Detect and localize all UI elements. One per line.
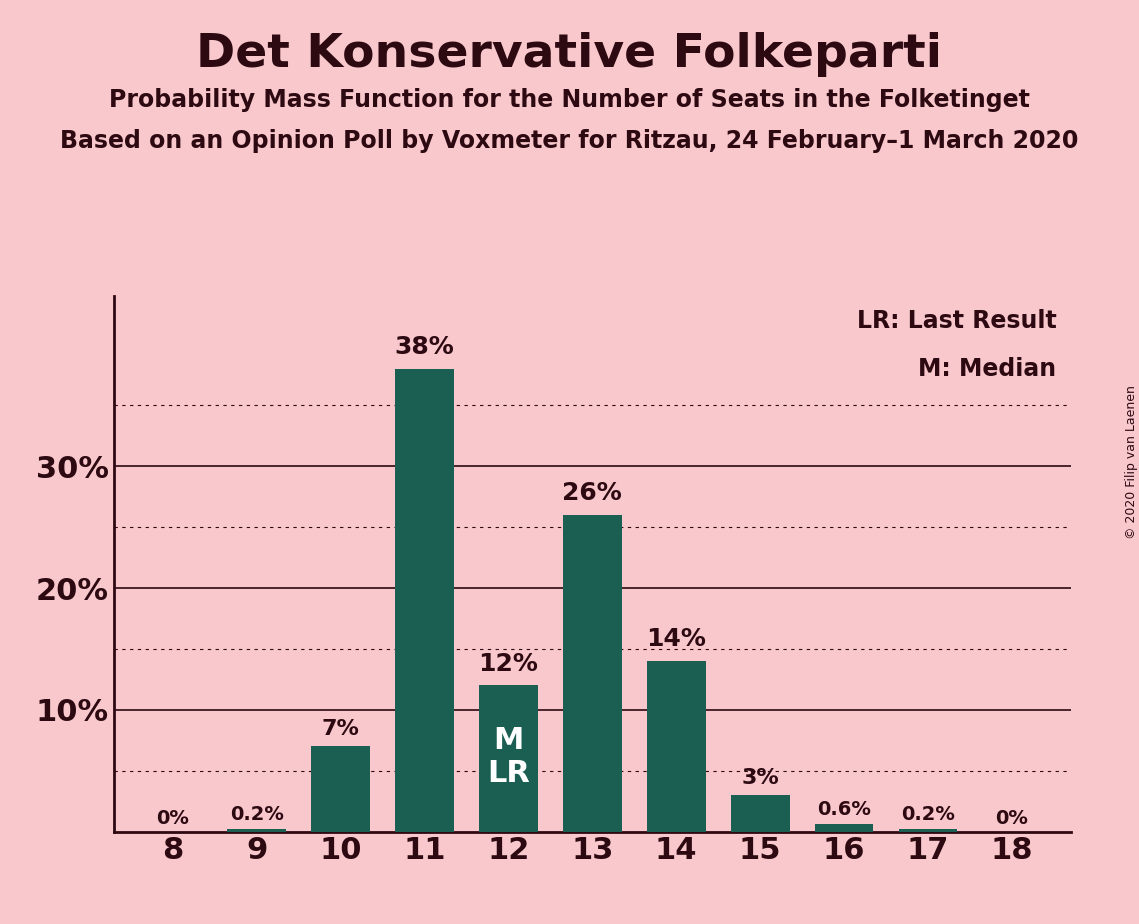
Text: LR: LR (486, 759, 530, 787)
Bar (563, 515, 622, 832)
Text: 0.2%: 0.2% (230, 806, 284, 824)
Bar (899, 829, 958, 832)
Text: 0%: 0% (995, 808, 1029, 828)
Bar (395, 369, 453, 832)
Text: 0.2%: 0.2% (901, 806, 954, 824)
Text: M: M (493, 726, 524, 756)
Bar (814, 824, 874, 832)
Text: Det Konservative Folkeparti: Det Konservative Folkeparti (197, 32, 942, 78)
Text: 0.6%: 0.6% (817, 800, 871, 820)
Text: 14%: 14% (646, 627, 706, 651)
Text: 3%: 3% (741, 768, 779, 788)
Bar (311, 747, 370, 832)
Text: LR: Last Result: LR: Last Result (857, 310, 1056, 333)
Text: © 2020 Filip van Laenen: © 2020 Filip van Laenen (1124, 385, 1138, 539)
Text: 7%: 7% (321, 719, 360, 739)
Text: 0%: 0% (156, 808, 189, 828)
Text: M: Median: M: Median (918, 358, 1056, 382)
Text: 26%: 26% (563, 481, 622, 505)
Bar (647, 661, 705, 832)
Text: 38%: 38% (394, 335, 454, 359)
Bar (227, 829, 286, 832)
Text: 12%: 12% (478, 651, 539, 675)
Bar (480, 686, 538, 832)
Text: Probability Mass Function for the Number of Seats in the Folketinget: Probability Mass Function for the Number… (109, 88, 1030, 112)
Text: Based on an Opinion Poll by Voxmeter for Ritzau, 24 February–1 March 2020: Based on an Opinion Poll by Voxmeter for… (60, 129, 1079, 153)
Bar (731, 795, 789, 832)
